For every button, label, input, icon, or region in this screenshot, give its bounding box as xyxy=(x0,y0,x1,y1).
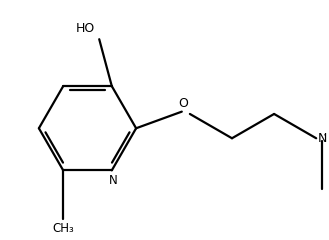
Text: N: N xyxy=(317,132,327,145)
Text: HO: HO xyxy=(75,22,95,35)
Text: O: O xyxy=(178,97,188,110)
Text: CH₃: CH₃ xyxy=(52,222,74,235)
Text: N: N xyxy=(109,174,117,187)
